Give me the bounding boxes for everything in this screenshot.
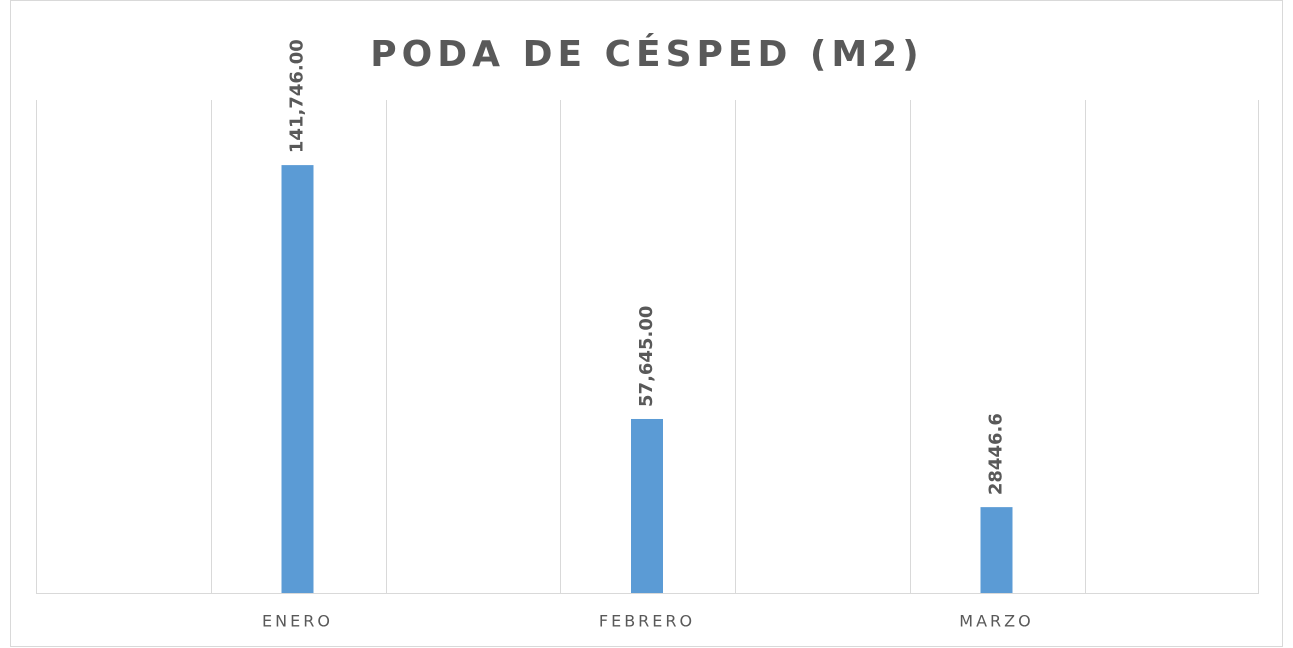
chart-title: PODA DE CÉSPED (M2) bbox=[370, 33, 923, 75]
bar bbox=[281, 165, 314, 594]
data-label: 141,746.00 bbox=[287, 39, 308, 153]
bar bbox=[631, 418, 663, 593]
data-label: 28446.6 bbox=[986, 413, 1007, 495]
x-tick-label: ENERO bbox=[262, 612, 333, 631]
grid bbox=[36, 100, 1259, 594]
x-tick-label: FEBRERO bbox=[599, 612, 695, 631]
x-tick-label: MARZO bbox=[959, 612, 1033, 631]
data-label: 57,645.00 bbox=[636, 306, 657, 407]
bar bbox=[980, 507, 1013, 593]
